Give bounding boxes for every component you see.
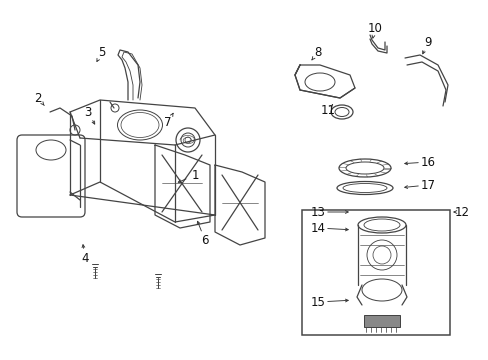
Text: 9: 9 — [424, 36, 431, 49]
Text: 7: 7 — [164, 116, 171, 129]
Text: 12: 12 — [453, 206, 468, 219]
Text: 17: 17 — [420, 179, 435, 192]
Text: 3: 3 — [84, 105, 92, 118]
Text: 11: 11 — [320, 104, 335, 117]
Text: 15: 15 — [310, 296, 325, 309]
Text: 14: 14 — [310, 221, 325, 234]
Bar — [363, 315, 399, 327]
Bar — [302, 210, 449, 335]
Text: 4: 4 — [81, 252, 88, 265]
Text: 16: 16 — [420, 156, 435, 168]
Text: 8: 8 — [314, 45, 321, 59]
Text: 13: 13 — [310, 206, 325, 219]
Text: 1: 1 — [191, 168, 198, 181]
Text: 2: 2 — [34, 91, 41, 104]
Text: 5: 5 — [98, 45, 105, 59]
Text: 10: 10 — [367, 22, 382, 35]
Text: 6: 6 — [201, 234, 208, 247]
